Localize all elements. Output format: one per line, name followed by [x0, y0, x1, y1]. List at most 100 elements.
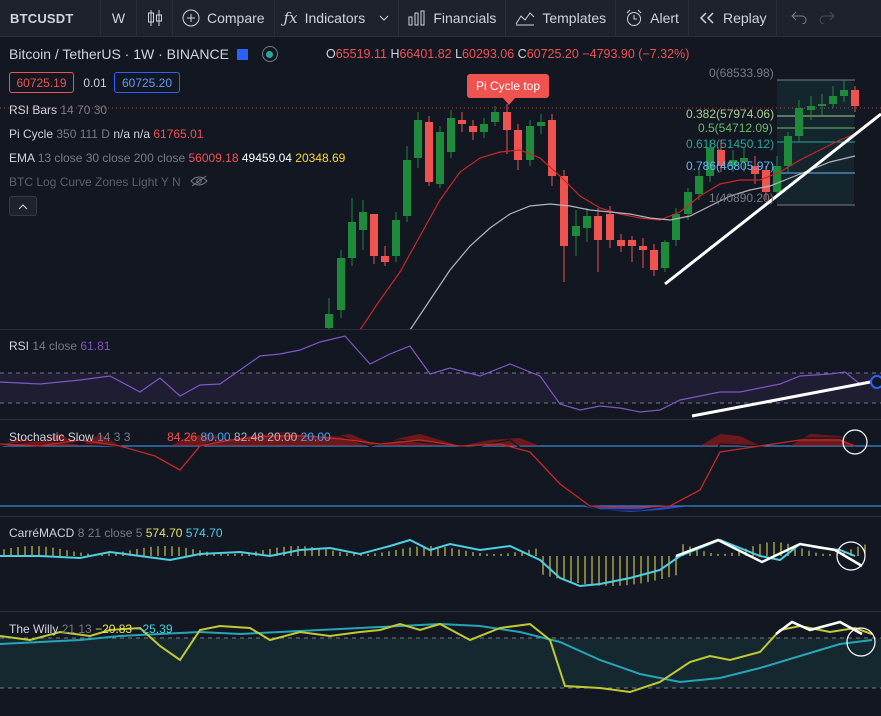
templates-button[interactable]: Templates: [506, 0, 617, 37]
chevron-up-icon: [18, 197, 28, 215]
financials-button[interactable]: Financials: [399, 0, 507, 37]
interval-button[interactable]: W: [101, 0, 137, 37]
pane-separator-stoch[interactable]: [0, 419, 881, 420]
interval-label: W: [111, 10, 126, 26]
pi-cycle-name: Pi Cycle: [9, 127, 54, 141]
candle-body: [526, 126, 534, 160]
rsi-bars-name: RSI Bars: [9, 103, 58, 117]
rsi-name: RSI: [9, 339, 30, 353]
willy-fast-line: [0, 622, 873, 694]
candle-body: [829, 96, 837, 104]
macd-annotation-line: [675, 538, 863, 568]
stoch-inputs: 14 3 3: [97, 430, 131, 444]
candle-body: [807, 106, 815, 110]
candle-body: [818, 104, 826, 106]
redo-button[interactable]: [813, 0, 841, 37]
macd-name: CarréMACD: [9, 526, 75, 540]
candle-body: [325, 314, 333, 328]
legend-btc-log-curve[interactable]: BTC Log Curve Zones Light Y N: [9, 175, 208, 190]
eye-hidden-icon[interactable]: [190, 175, 208, 190]
legend-rsi-bars[interactable]: RSI Bars 14 70 30: [9, 103, 107, 117]
indicators-button[interactable]: ƒx Indicators: [275, 0, 400, 37]
pi-cycle-top-marker: Pi Cycle top: [467, 74, 549, 98]
candle-body: [537, 122, 545, 126]
candle-body: [514, 130, 522, 160]
ema-inputs: 13 close 30 close 200 close: [37, 151, 186, 165]
candle-body: [469, 126, 477, 132]
stoch-k-line: [0, 433, 856, 511]
stoch-value-3: 82.48: [233, 430, 264, 444]
open-label: O: [326, 47, 336, 61]
rewind-icon: [698, 11, 716, 25]
stoch-value-4: 20.00: [267, 430, 298, 444]
candle-body: [851, 90, 859, 106]
willy-fast-value: −20.83: [95, 622, 133, 636]
candle-body: [684, 192, 692, 214]
willy-inputs: 21 13: [61, 622, 92, 636]
low-label: L: [455, 47, 463, 61]
candle-body: [403, 160, 411, 216]
btc-log-inputs: Y N: [160, 175, 181, 189]
candle-body: [617, 240, 625, 246]
buy-price-button[interactable]: 60725.20: [114, 72, 180, 93]
pi-cycle-na: n/a n/a: [113, 127, 151, 141]
trend-line-price: [664, 112, 881, 286]
stoch-name: Stochastic Slow: [9, 430, 94, 444]
candle-body: [784, 136, 792, 166]
candle-body: [447, 118, 455, 152]
rsi-endpoint-handle: [870, 375, 881, 389]
candle-body: [706, 148, 714, 176]
willy-band: [0, 638, 881, 688]
legend-pi-cycle[interactable]: Pi Cycle 350 111 D n/a n/a 61765.01: [9, 127, 203, 141]
templates-icon: [515, 10, 535, 26]
stoch-d-line: [0, 435, 856, 509]
legend-willy[interactable]: The Willy 21 13 −20.83 −25.39: [9, 622, 173, 636]
replay-button[interactable]: Replay: [689, 0, 777, 37]
candle-body: [337, 258, 345, 310]
fib-label-0: 0(68533.98): [709, 66, 774, 80]
candle-body: [370, 214, 378, 256]
trend-line-rsi: [691, 378, 881, 418]
undo-button[interactable]: [777, 0, 813, 37]
macd-hist-value: 574.70: [145, 526, 183, 540]
candle-body: [751, 166, 759, 174]
fib-label-1: 1(40890.20): [709, 191, 774, 205]
stoch-lower-value: 20.00: [300, 430, 331, 444]
candle-body: [572, 226, 580, 236]
top-toolbar: BTCUSDT W Compare ƒx Indicators Financia…: [0, 0, 881, 37]
chart-canvas[interactable]: [0, 37, 881, 716]
financials-label: Financials: [433, 10, 497, 26]
fib-label-05: 0.5(54712.09): [698, 121, 773, 135]
willy-name: The Willy: [9, 622, 59, 636]
candle-body: [795, 108, 803, 136]
pane-separator-willy[interactable]: [0, 611, 881, 612]
high-value: 66401.82: [399, 47, 452, 61]
ema-30-value: 49459.04: [241, 151, 292, 165]
alert-button[interactable]: Alert: [616, 0, 689, 37]
sell-price-button[interactable]: 60725.19: [9, 72, 74, 93]
compare-button[interactable]: Compare: [173, 0, 275, 37]
symbol-search-button[interactable]: BTCUSDT: [0, 0, 101, 37]
candle-body: [458, 120, 466, 124]
candle-body: [503, 112, 511, 130]
legend-carre-macd[interactable]: CarréMACD 8 21 close 5 574.70 574.70: [9, 526, 223, 540]
pane-separator-rsi[interactable]: [0, 329, 881, 330]
btc-log-name: BTC Log Curve Zones Light: [9, 175, 158, 189]
fib-label-0786: 0.786(46805.97): [686, 159, 775, 173]
legend-stochastic[interactable]: Stochastic Slow 14 3 3 82.48 84.26 80.00…: [9, 430, 331, 444]
collapse-legend-button[interactable]: [9, 196, 37, 216]
plus-circle-icon: [182, 9, 200, 27]
legend-ema[interactable]: EMA 13 close 30 close 200 close 56009.18…: [9, 151, 345, 165]
flag-icon[interactable]: [236, 48, 248, 60]
chart-type-button[interactable]: [137, 0, 173, 37]
undo-icon: [790, 10, 807, 27]
stoch-annotation-circle: [842, 429, 868, 455]
chevron-down-icon[interactable]: [379, 15, 389, 21]
stoch-upper-value: 80.00: [200, 430, 231, 444]
pane-separator-macd[interactable]: [0, 516, 881, 517]
close-label: C: [517, 47, 527, 61]
legend-rsi[interactable]: RSI 14 close 61.81: [9, 339, 110, 353]
alert-label: Alert: [650, 10, 679, 26]
market-status-icon[interactable]: [261, 46, 278, 62]
candle-body: [392, 220, 400, 256]
